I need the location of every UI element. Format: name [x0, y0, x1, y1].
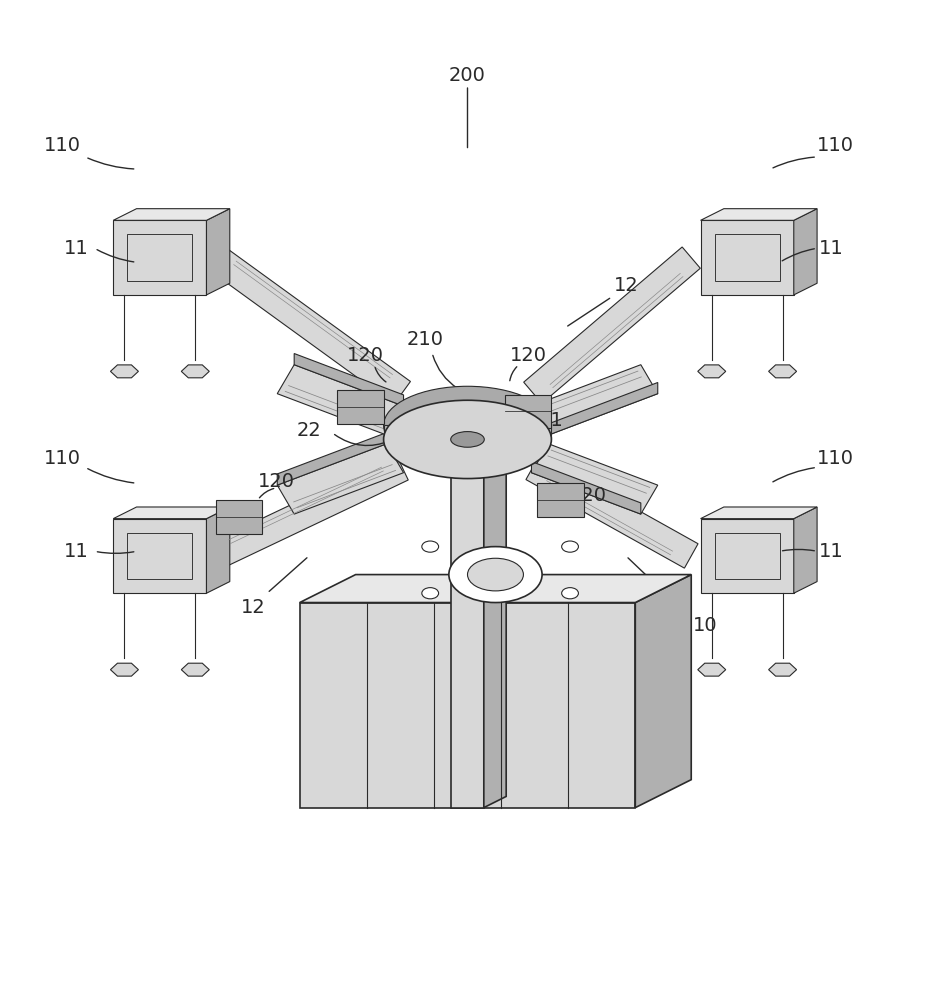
- Polygon shape: [531, 462, 640, 514]
- Polygon shape: [181, 365, 209, 378]
- Ellipse shape: [562, 588, 579, 599]
- Polygon shape: [700, 519, 794, 593]
- Polygon shape: [300, 575, 691, 603]
- Polygon shape: [278, 365, 404, 435]
- Ellipse shape: [422, 588, 439, 599]
- Text: 22: 22: [296, 421, 322, 440]
- Polygon shape: [209, 455, 409, 569]
- Ellipse shape: [383, 400, 552, 479]
- Polygon shape: [700, 507, 817, 519]
- Polygon shape: [337, 390, 383, 424]
- Polygon shape: [700, 209, 817, 220]
- Polygon shape: [113, 209, 230, 220]
- Text: 11: 11: [64, 542, 88, 561]
- Text: 11: 11: [819, 239, 843, 258]
- Polygon shape: [278, 444, 404, 514]
- Polygon shape: [216, 500, 263, 534]
- Polygon shape: [524, 247, 700, 403]
- Polygon shape: [525, 455, 698, 568]
- Polygon shape: [698, 365, 726, 378]
- Text: 110: 110: [44, 449, 80, 468]
- Text: 120: 120: [510, 346, 547, 365]
- Polygon shape: [207, 209, 230, 295]
- Polygon shape: [794, 507, 817, 593]
- Text: 110: 110: [817, 136, 855, 155]
- Polygon shape: [483, 438, 506, 808]
- Polygon shape: [538, 483, 584, 517]
- Polygon shape: [300, 603, 635, 808]
- Polygon shape: [769, 365, 797, 378]
- Ellipse shape: [562, 541, 579, 552]
- Ellipse shape: [422, 541, 439, 552]
- Polygon shape: [113, 519, 207, 593]
- Text: 10: 10: [693, 616, 717, 635]
- Text: 120: 120: [347, 346, 383, 365]
- Polygon shape: [278, 433, 386, 485]
- Text: 120: 120: [570, 486, 607, 505]
- Polygon shape: [207, 507, 230, 593]
- Text: 110: 110: [817, 449, 855, 468]
- Polygon shape: [208, 246, 410, 404]
- Ellipse shape: [468, 558, 524, 591]
- Polygon shape: [295, 354, 404, 406]
- Text: 110: 110: [44, 136, 80, 155]
- Polygon shape: [110, 663, 138, 676]
- Polygon shape: [635, 575, 691, 808]
- Text: 12: 12: [613, 276, 639, 295]
- Polygon shape: [531, 444, 657, 514]
- Polygon shape: [700, 220, 794, 295]
- Ellipse shape: [451, 432, 484, 447]
- Polygon shape: [113, 507, 230, 519]
- Polygon shape: [769, 663, 797, 676]
- Text: 210: 210: [407, 330, 444, 349]
- Polygon shape: [505, 395, 552, 428]
- Polygon shape: [383, 425, 552, 439]
- Polygon shape: [549, 382, 657, 435]
- Text: 12: 12: [240, 598, 266, 617]
- Polygon shape: [698, 663, 726, 676]
- Polygon shape: [452, 449, 483, 808]
- Text: 11: 11: [64, 239, 88, 258]
- Polygon shape: [113, 220, 207, 295]
- Text: 11: 11: [819, 542, 843, 561]
- Polygon shape: [110, 365, 138, 378]
- Ellipse shape: [449, 547, 542, 603]
- Polygon shape: [531, 365, 657, 435]
- Text: 120: 120: [258, 472, 295, 491]
- Polygon shape: [794, 209, 817, 295]
- Text: 200: 200: [449, 66, 486, 85]
- Ellipse shape: [383, 386, 552, 465]
- Polygon shape: [181, 663, 209, 676]
- Text: 21: 21: [539, 411, 564, 430]
